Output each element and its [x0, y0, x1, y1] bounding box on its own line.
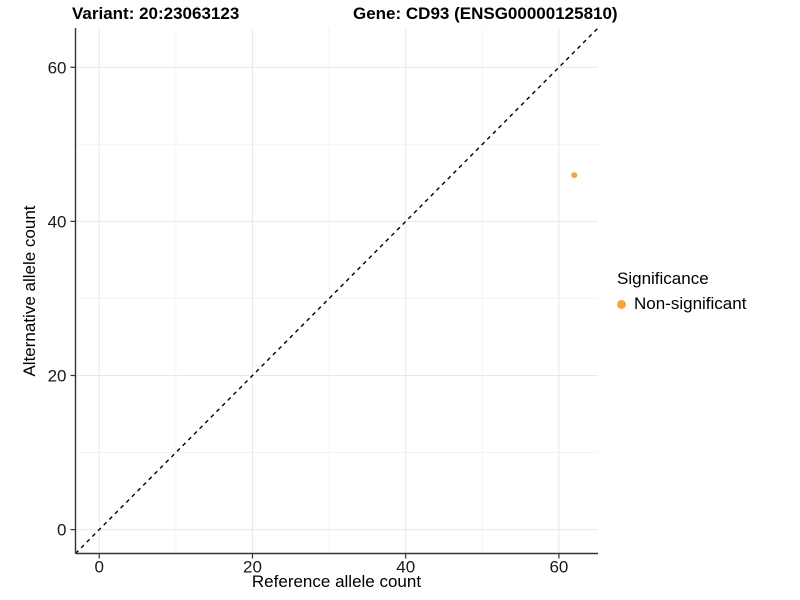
legend-title: Significance [617, 269, 709, 288]
x-tick-label: 20 [243, 558, 262, 577]
identity-reference-line [75, 27, 599, 554]
variant-title: Variant: 20:23063123 [72, 4, 240, 23]
x-tick-label: 0 [95, 558, 104, 577]
legend-item-label: Non-significant [634, 294, 747, 313]
data-point [571, 172, 578, 179]
y-tick-label: 60 [48, 58, 67, 77]
x-tick-label: 40 [396, 558, 415, 577]
legend: Significance Non-significant [617, 269, 746, 314]
x-tick-label: 60 [549, 558, 568, 577]
gene-title: Gene: CD93 (ENSG00000125810) [353, 4, 618, 23]
y-tick-label: 0 [57, 521, 66, 540]
y-tick-label: 20 [48, 367, 67, 386]
y-axis-title: Alternative allele count [20, 205, 39, 377]
y-tick-label: 40 [48, 212, 67, 231]
legend-item-non-significant: Non-significant [617, 294, 746, 314]
x-axis-title: Reference allele count [251, 572, 422, 591]
legend-point-icon [617, 299, 626, 309]
